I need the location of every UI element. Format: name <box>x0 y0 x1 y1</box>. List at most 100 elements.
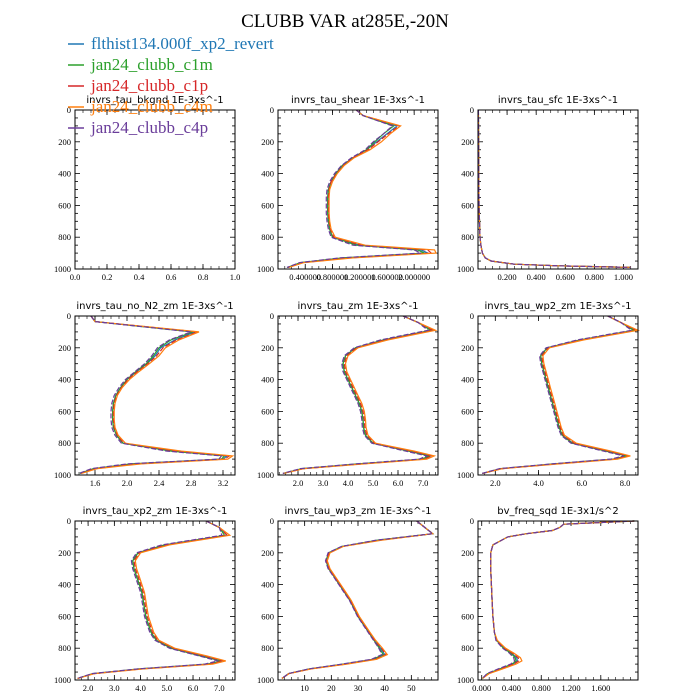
x-tick-label: 0.400 <box>502 683 521 693</box>
y-tick-label: 0 <box>470 516 474 526</box>
y-tick-label: 200 <box>58 343 71 353</box>
panel-title: bv_freq_sqd 1E-3x1/s^2 <box>497 506 619 517</box>
x-tick-label: 20 <box>327 683 336 693</box>
series-line-1 <box>77 520 229 679</box>
series-line-2 <box>482 520 635 679</box>
y-tick-label: 1000 <box>457 470 474 480</box>
series-line-3 <box>288 109 433 268</box>
panel-title: invrs_tau_wp3_zm 1E-3xs^-1 <box>285 506 432 517</box>
plot-frame <box>277 109 439 270</box>
panel-invrs-tau-no-N2-zm: invrs_tau_no_N2_zm 1E-3xs^-1 0 200 400 600 80… <box>54 301 236 488</box>
y-tick-label: 0 <box>67 516 71 526</box>
legend-entry: flthist134.000f_xp2_revert <box>91 34 274 53</box>
y-tick-label: 200 <box>461 548 474 558</box>
plot-frame <box>277 520 439 681</box>
legend-entry: jan24_clubb_c4m <box>90 97 213 116</box>
y-tick-label: 800 <box>461 438 474 448</box>
series-line-3 <box>482 315 638 474</box>
legend-entry: jan24_clubb_c1m <box>90 55 213 74</box>
x-tick-label: 0.000 <box>472 683 491 693</box>
series-line-1 <box>482 520 635 679</box>
figure-title: CLUBB VAR at285E,-20N <box>241 11 449 32</box>
x-tick-label: 6.0 <box>188 683 199 693</box>
x-tick-label: 6.0 <box>576 478 587 488</box>
plot-frame <box>74 315 236 476</box>
x-tick-label: 2.0 <box>293 478 304 488</box>
plot-frame <box>74 109 236 270</box>
y-tick-label: 200 <box>261 137 274 147</box>
series-line-5 <box>286 109 422 268</box>
y-tick-label: 200 <box>461 137 474 147</box>
legend-entry: jan24_clubb_c4p <box>90 118 208 137</box>
x-tick-label: 2.8 <box>186 478 197 488</box>
y-tick-label: 800 <box>461 232 474 242</box>
y-tick-label: 1000 <box>257 264 274 274</box>
y-tick-label: 800 <box>461 643 474 653</box>
series-line-5 <box>477 109 631 268</box>
y-tick-label: 0 <box>270 516 274 526</box>
x-tick-label: 50 <box>407 683 416 693</box>
x-tick-label: 3.2 <box>218 478 229 488</box>
x-tick-label: 1.600000 <box>371 272 403 282</box>
panel-invrs-tau-zm: invrs_tau_zm 1E-3xs^-1 0 200 400 600 800 1000 2… <box>257 301 439 488</box>
panel-invrs-tau-wp3-zm: invrs_tau_wp3_zm 1E-3xs^-1 0 200 400 600 800 1… <box>257 506 439 693</box>
y-tick-label: 0 <box>67 105 71 115</box>
y-tick-label: 1000 <box>457 264 474 274</box>
y-tick-label: 400 <box>461 169 474 179</box>
y-tick-label: 200 <box>58 137 71 147</box>
series-line-4 <box>288 109 437 268</box>
y-tick-label: 800 <box>58 643 71 653</box>
series-line-5 <box>281 520 435 679</box>
plot-frame <box>477 109 639 270</box>
x-tick-label: 4.0 <box>343 478 354 488</box>
plot-frame <box>477 315 639 476</box>
legend-entry: jan24_clubb_c1p <box>90 76 208 95</box>
x-tick-label: 10 <box>300 683 309 693</box>
series-line-5 <box>482 520 635 679</box>
series-line-1 <box>80 315 229 474</box>
y-tick-label: 400 <box>461 580 474 590</box>
x-tick-label: 0.800 <box>532 683 551 693</box>
panel-invrs-tau-bkgnd: invrs_tau_bkgnd 1E-3xs^-1 0 200 400 600 800 10… <box>54 95 240 282</box>
x-tick-label: 0.6 <box>166 272 177 282</box>
panel-invrs-tau-shear: invrs_tau_shear 1E-3xs^-1 0 200 400 600 800 10… <box>257 95 439 282</box>
x-tick-label: 0.2 <box>102 272 113 282</box>
panel-title: invrs_tau_bkgnd 1E-3xs^-1 <box>86 95 223 106</box>
y-tick-label: 400 <box>261 375 274 385</box>
x-tick-label: 6.0 <box>393 478 404 488</box>
x-tick-label: 7.0 <box>214 683 225 693</box>
y-tick-label: 800 <box>261 643 274 653</box>
x-tick-label: 5.0 <box>161 683 172 693</box>
y-tick-label: 200 <box>461 343 474 353</box>
series-line-2 <box>477 109 631 268</box>
x-tick-label: 0.600 <box>556 272 575 282</box>
y-tick-label: 600 <box>461 611 474 621</box>
series-line-4 <box>482 520 635 679</box>
y-tick-label: 800 <box>261 232 274 242</box>
series-line-3 <box>477 109 631 268</box>
panel-invrs-tau-wp2-zm: invrs_tau_wp2_zm 1E-3xs^-1 0 200 400 600 800 1… <box>457 301 641 488</box>
panel-bv-freq-sqd: bv_freq_sqd 1E-3x1/s^2020040060080010000… <box>457 506 639 693</box>
legend: flthist134.000f_xp2_revert jan24_clubb_c1… <box>68 34 274 137</box>
y-tick-label: 1000 <box>54 470 71 480</box>
y-tick-label: 0 <box>470 311 474 321</box>
x-tick-label: 7.0 <box>418 478 429 488</box>
x-tick-label: 0.400000 <box>289 272 321 282</box>
panel-title: invrs_tau_shear 1E-3xs^-1 <box>291 95 425 106</box>
panel-title: invrs_tau_wp2_zm 1E-3xs^-1 <box>485 301 632 312</box>
y-tick-label: 1000 <box>257 470 274 480</box>
series-line-4 <box>77 520 232 679</box>
y-tick-label: 400 <box>58 580 71 590</box>
y-tick-label: 600 <box>261 611 274 621</box>
series-line-4 <box>281 520 435 679</box>
x-tick-label: 1.0 <box>230 272 241 282</box>
x-tick-label: 0.8 <box>198 272 209 282</box>
y-tick-label: 400 <box>461 375 474 385</box>
panel-title: invrs_tau_zm 1E-3xs^-1 <box>297 301 418 312</box>
x-tick-label: 0.200 <box>498 272 517 282</box>
x-tick-label: 1.000 <box>614 272 633 282</box>
plot-frame <box>477 520 639 681</box>
x-tick-label: 0.800000 <box>317 272 349 282</box>
x-tick-label: 5.0 <box>368 478 379 488</box>
